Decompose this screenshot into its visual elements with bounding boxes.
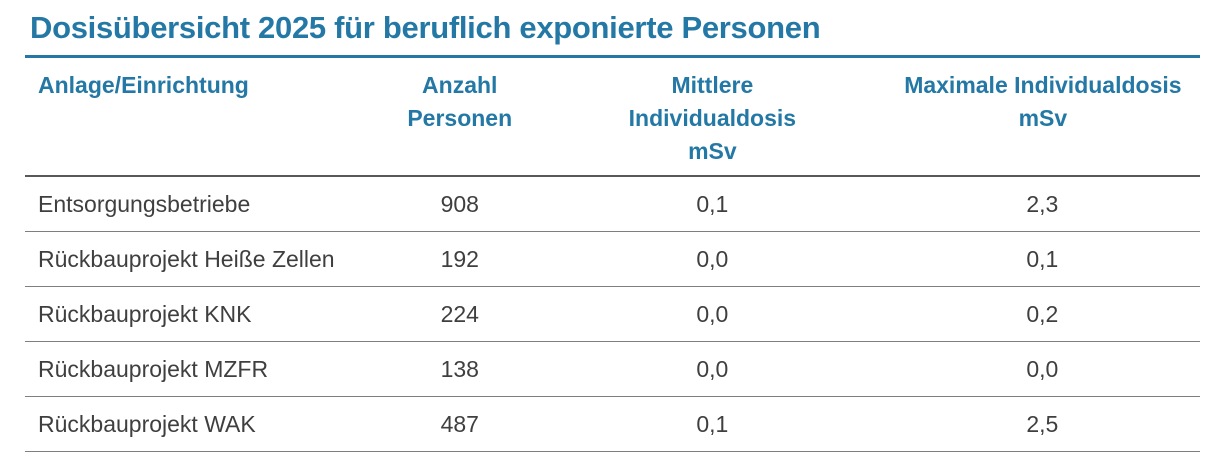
- cell-anlage: Rückbauprojekt KNK: [25, 286, 331, 342]
- header-unit: mSv: [1018, 105, 1068, 131]
- header-label: Anzahl: [422, 72, 498, 98]
- dose-table: Anlage/Einrichtung Anzahl Personen Mittl…: [25, 58, 1200, 452]
- cell-anzahl: 487: [330, 396, 589, 452]
- page-title: Dosisübersicht 2025 für beruflich exponi…: [25, 0, 1200, 58]
- cell-maximale-dosis: 2,5: [835, 396, 1200, 452]
- cell-maximale-dosis: 2,3: [835, 176, 1200, 232]
- dose-overview-page: Dosisübersicht 2025 für beruflich exponi…: [25, 0, 1200, 452]
- table-row: Rückbauprojekt MZFR 138 0,0 0,0: [25, 341, 1200, 397]
- header-row: Anlage/Einrichtung Anzahl Personen Mittl…: [25, 58, 1200, 177]
- table-row: Rückbauprojekt KNK 224 0,0 0,2: [25, 286, 1200, 342]
- cell-anlage: Rückbauprojekt WAK: [25, 396, 331, 452]
- cell-anlage: Entsorgungsbetriebe: [25, 176, 331, 232]
- table-row: Rückbauprojekt WAK 487 0,1 2,5: [25, 396, 1200, 452]
- table-row: Rückbauprojekt Heiße Zellen 192 0,0 0,1: [25, 231, 1200, 287]
- cell-mittlere-dosis: 0,0: [589, 286, 836, 342]
- column-header-maximale-dosis: Maximale Individualdosis mSv: [835, 58, 1200, 177]
- column-header-anlage: Anlage/Einrichtung: [25, 58, 331, 177]
- column-header-anzahl-personen: Anzahl Personen: [330, 58, 589, 177]
- cell-maximale-dosis: 0,2: [835, 286, 1200, 342]
- header-unit: [38, 102, 331, 135]
- cell-anzahl: 908: [330, 176, 589, 232]
- table-row: Entsorgungsbetriebe 908 0,1 2,3: [25, 176, 1200, 232]
- cell-anzahl: 224: [330, 286, 589, 342]
- cell-anlage: Rückbauprojekt Heiße Zellen: [25, 231, 335, 287]
- cell-maximale-dosis: 0,1: [835, 231, 1200, 287]
- cell-anlage: Rückbauprojekt MZFR: [25, 341, 331, 397]
- cell-mittlere-dosis: 0,0: [589, 341, 836, 397]
- header-unit: mSv: [688, 138, 737, 164]
- cell-maximale-dosis: 0,0: [835, 341, 1200, 397]
- header-unit: Personen: [407, 105, 513, 131]
- cell-anzahl: 138: [330, 341, 589, 397]
- cell-mittlere-dosis: 0,1: [589, 176, 836, 232]
- cell-mittlere-dosis: 0,0: [589, 231, 836, 287]
- column-header-mittlere-dosis: Mittlere Individualdosis mSv: [589, 58, 836, 177]
- header-label: Anlage/Einrichtung: [38, 72, 249, 98]
- header-label: Maximale Individualdosis: [904, 72, 1182, 98]
- cell-anzahl: 192: [330, 231, 589, 287]
- cell-mittlere-dosis: 0,1: [589, 396, 836, 452]
- header-label: Mittlere Individualdosis: [628, 72, 797, 131]
